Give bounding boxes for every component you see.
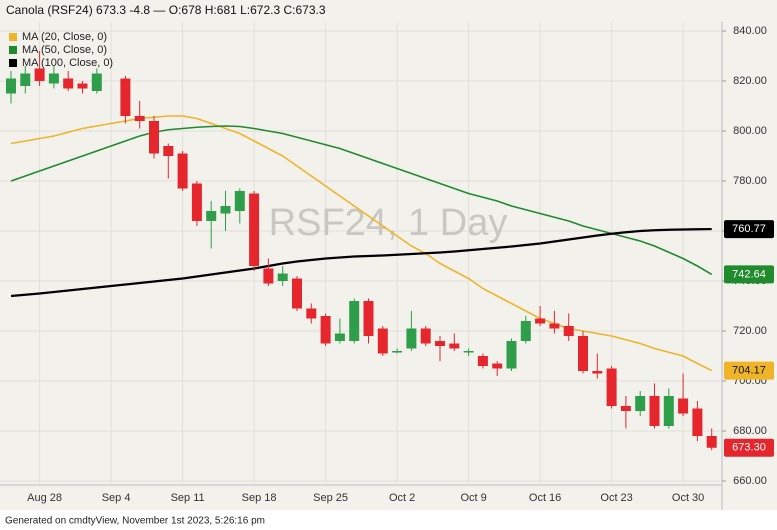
candle-body [163,146,174,156]
x-tick-label: Sep 11 [171,492,205,504]
candle-body [134,116,145,121]
candle-body [48,73,59,84]
legend-swatch [9,59,17,67]
x-tick-label: Oct 9 [460,492,486,504]
candle-body [506,341,517,369]
candle-body [220,206,231,214]
candle-body [249,193,260,266]
x-tick-label: Sep 4 [102,492,131,504]
candle-body [177,153,188,189]
candle-body [449,343,460,349]
candle-body [692,408,703,436]
candle-body [6,78,16,94]
y-tick-label: 680.00 [733,425,767,437]
legend-swatch [9,33,17,41]
candle-body [635,396,646,411]
candle-body [320,316,331,344]
y-tick-label: 820.00 [733,75,767,87]
y-tick-label: 720.00 [733,325,767,337]
candle-body [663,396,674,426]
candle-body [292,278,302,309]
candle-body [263,268,274,284]
candle-body [149,121,159,154]
x-tick-label: Sep 18 [242,492,277,504]
candle-body [206,211,217,221]
candle-body [234,191,245,211]
candle-body [377,328,388,354]
x-tick-label: Oct 23 [600,492,632,504]
candle-body [578,336,588,371]
last-value-label: 760.77 [732,223,766,235]
legend-label: MA (50, Close, 0) [22,44,107,56]
legend-swatch [9,46,17,54]
footer: Generated on cmdtyView, November 1st 202… [5,516,265,527]
x-tick-label: Oct 30 [672,492,704,504]
y-tick-label: 660.00 [733,475,767,487]
candle-body [191,183,202,221]
last-value-label: 704.17 [732,364,766,376]
candle-body [306,308,317,319]
candle-body [91,73,102,91]
last-value-tag [724,265,774,284]
header-bg [0,0,777,22]
ma-line [10,125,713,276]
watermark: RSF24, 1 Day [269,202,508,244]
candle-body [549,323,560,329]
candle-body [420,328,431,344]
candle-body [649,396,660,426]
candle-body [435,341,445,346]
candle-body [392,351,403,353]
candle-body [535,318,546,324]
last-value-label: 673.30 [732,442,766,454]
candle-body [463,351,474,353]
candle-body [277,273,288,281]
candle-body [334,333,345,341]
chart-title: Canola (RSF24) 673.3 -4.8 — O:678 H:681 … [6,3,326,17]
x-tick-label: Sep 25 [313,492,348,504]
last-value-tag [724,361,774,380]
candle-body [406,328,417,349]
last-value-label: 742.64 [732,268,766,280]
candle-body [363,301,374,336]
candle-body [63,78,74,89]
candle-body [606,368,617,406]
y-tick-label: 840.00 [733,25,767,37]
ma-line [10,227,712,298]
candle-body [620,406,631,411]
candle-body [349,301,360,341]
x-tick-label: Oct 16 [529,492,561,504]
x-tick-label: Oct 2 [389,492,415,504]
candle-body [477,356,488,366]
candle-body [563,326,574,336]
legend-label: MA (20, Close, 0) [22,31,107,43]
candle-body [77,83,88,89]
ma-line [10,115,713,372]
candle-body [592,371,603,374]
candle-body [34,68,45,81]
footer-bar [0,510,777,530]
candle-body [520,321,531,341]
candle-body [492,363,503,369]
y-tick-label: 780.00 [733,175,767,187]
last-value-tag [724,438,774,457]
last-value-tag [724,220,774,239]
candle-body [706,436,717,448]
candle-body [678,398,689,414]
y-tick-label: 800.00 [733,125,767,137]
candle-body [20,73,31,86]
legend-label: MA (100, Close, 0) [22,57,113,69]
x-tick-label: Aug 28 [27,492,62,504]
candle-body [120,78,131,116]
